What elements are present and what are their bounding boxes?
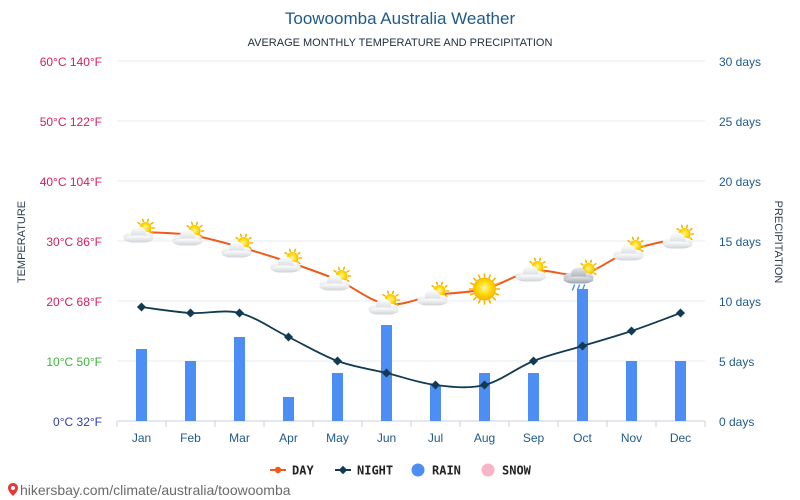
source-link[interactable]: hikersbay.com/climate/australia/toowoomb… [20, 482, 291, 498]
partly-cloudy-icon [417, 281, 450, 306]
y-left-tick-label: 40°C 104°F [40, 175, 102, 189]
rain-bar-mar[interactable] [234, 337, 245, 421]
rain-bar-oct[interactable] [577, 289, 588, 421]
rain-bar-sep[interactable] [528, 373, 539, 421]
legend: DAY NIGHT RAIN SNOW [270, 463, 532, 478]
rain-bar-aug[interactable] [479, 373, 490, 421]
x-tick-label-feb: Feb [180, 431, 201, 445]
rain-bar-apr[interactable] [283, 397, 294, 421]
partly-cloudy-icon [662, 224, 695, 249]
rain-bar-jan[interactable] [136, 349, 147, 421]
x-tick-label-oct: Oct [573, 431, 592, 445]
day-temperature-line [141, 231, 681, 306]
y-right-tick-label: 0 days [719, 415, 754, 429]
x-tick-label-jul: Jul [428, 431, 443, 445]
rain-bar-may[interactable] [332, 373, 343, 421]
y-right-tick-label: 10 days [719, 295, 761, 309]
partly-cloudy-icon [123, 218, 156, 243]
legend-item-snow[interactable]: SNOW [481, 463, 532, 478]
rain-bar-feb[interactable] [185, 361, 196, 421]
y-left-tick-label: 20°C 68°F [46, 295, 102, 309]
x-tick-label-may: May [326, 431, 349, 445]
legend-item-rain[interactable]: RAIN [411, 463, 461, 478]
night-point-nov[interactable] [626, 326, 637, 336]
x-tick-label-jun: Jun [377, 431, 396, 445]
x-tick-label-dec: Dec [670, 431, 691, 445]
partly-cloudy-icon [613, 236, 646, 261]
legend-item-day[interactable]: DAY [270, 464, 314, 478]
partly-cloudy-icon [270, 248, 303, 273]
chart-title: Toowoomba Australia Weather [285, 9, 516, 28]
y-left-axis-title: TEMPERATURE [16, 201, 28, 283]
night-point-sep[interactable] [528, 356, 539, 366]
legend-label: NIGHT [357, 464, 393, 478]
location-pin-icon [8, 483, 18, 496]
night-temperature-line [141, 306, 681, 389]
x-tick-label-apr: Apr [279, 431, 298, 445]
legend-label: SNOW [502, 464, 532, 478]
y-right-tick-label: 15 days [719, 235, 761, 249]
legend-label: RAIN [432, 464, 461, 478]
partly-cloudy-icon [319, 266, 352, 291]
rain-showers-icon [563, 259, 599, 291]
y-right-tick-label: 30 days [719, 55, 761, 69]
y-right-tick-label: 25 days [719, 115, 761, 129]
y-left-tick-label: 0°C 32°F [53, 415, 102, 429]
rain-bars [136, 289, 686, 421]
footer-source[interactable]: hikersbay.com/climate/australia/toowoomb… [8, 482, 291, 498]
y-left-tick-label: 10°C 50°F [46, 355, 102, 369]
night-point-mar[interactable] [234, 308, 245, 318]
night-point-jan[interactable] [136, 302, 147, 312]
x-tick-label-nov: Nov [621, 431, 642, 445]
partly-cloudy-icon [515, 257, 548, 282]
y-left-tick-label: 50°C 122°F [40, 115, 102, 129]
y-left-tick-label: 60°C 140°F [40, 55, 102, 69]
y-right-tick-label: 5 days [719, 355, 754, 369]
night-point-may[interactable] [332, 356, 343, 366]
gridlines [116, 60, 706, 427]
partly-cloudy-icon [221, 233, 254, 258]
rain-bar-nov[interactable] [626, 361, 637, 421]
night-point-feb[interactable] [185, 308, 196, 318]
temperature-lines [136, 231, 686, 390]
night-point-apr[interactable] [283, 332, 294, 342]
partly-cloudy-icon [368, 290, 401, 315]
partly-cloudy-icon [172, 221, 205, 246]
rain-bar-jul[interactable] [430, 385, 441, 421]
axis-ticks: 0°C 32°F 10°C 50°F 20°C 68°F 30°C 86°F 40°C … [40, 55, 761, 445]
x-tick-label-sep: Sep [523, 431, 545, 445]
x-tick-label-aug: Aug [474, 431, 495, 445]
y-left-tick-label: 30°C 86°F [46, 235, 102, 249]
sunny-icon [468, 273, 501, 305]
x-tick-label-mar: Mar [229, 431, 250, 445]
x-tick-label-jan: Jan [132, 431, 151, 445]
rain-bar-dec[interactable] [675, 361, 686, 421]
legend-label: DAY [292, 464, 314, 478]
legend-item-night[interactable]: NIGHT [335, 464, 393, 478]
chart-subtitle: AVERAGE MONTHLY TEMPERATURE AND PRECIPIT… [248, 37, 553, 49]
weather-icons [123, 218, 695, 315]
y-right-axis-title: PRECIPITATION [772, 201, 784, 284]
y-right-tick-label: 20 days [719, 175, 761, 189]
night-point-dec[interactable] [675, 308, 686, 318]
